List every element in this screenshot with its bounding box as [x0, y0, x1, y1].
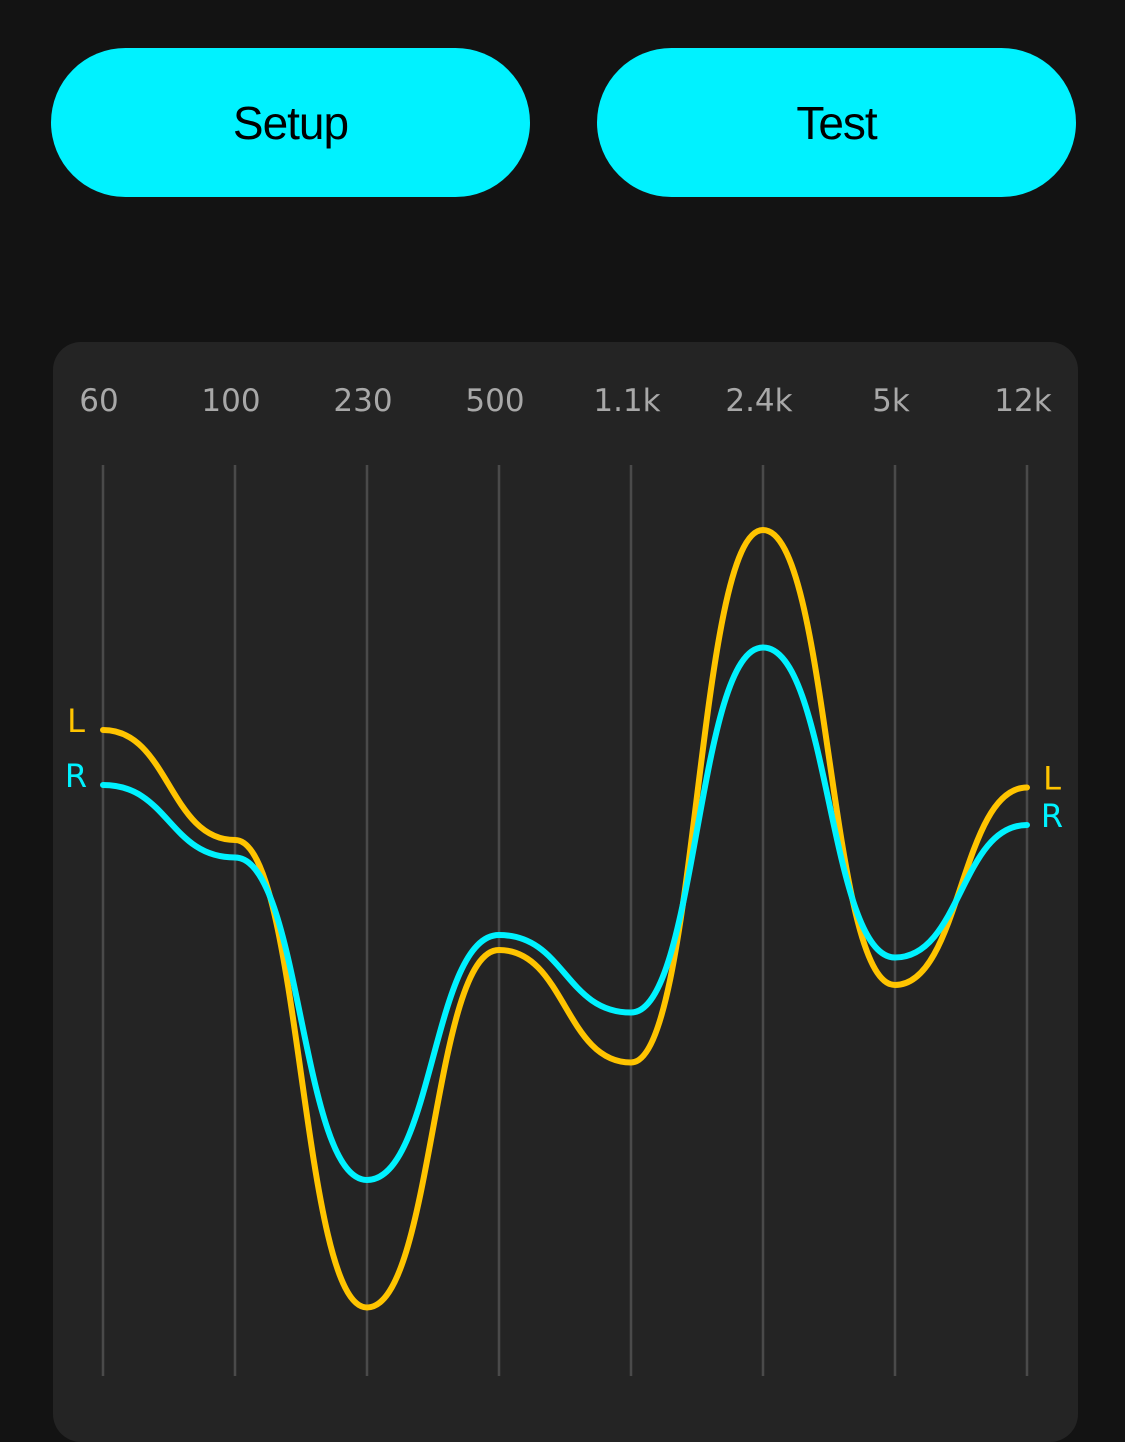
channel-label-start: R: [65, 757, 87, 795]
freq-tick-label: 230: [333, 383, 392, 419]
freq-tick-label: 500: [465, 383, 524, 419]
freq-tick-label: 2.4k: [725, 383, 792, 419]
eq-chart-panel: [53, 342, 1078, 1442]
test-button[interactable]: Test: [597, 48, 1076, 197]
freq-tick-label: 5k: [872, 383, 910, 419]
curve-l: [100, 526, 1030, 1311]
freq-tick-label: 60: [79, 383, 118, 419]
channel-label-end: L: [1043, 760, 1061, 798]
channel-label-start: L: [67, 702, 85, 740]
setup-button[interactable]: Setup: [51, 48, 530, 197]
curve-r: [100, 644, 1030, 1184]
freq-tick-label: 12k: [994, 383, 1051, 419]
channel-label-end: R: [1041, 797, 1063, 835]
freq-tick-label: 100: [201, 383, 260, 419]
freq-tick-label: 1.1k: [593, 383, 660, 419]
